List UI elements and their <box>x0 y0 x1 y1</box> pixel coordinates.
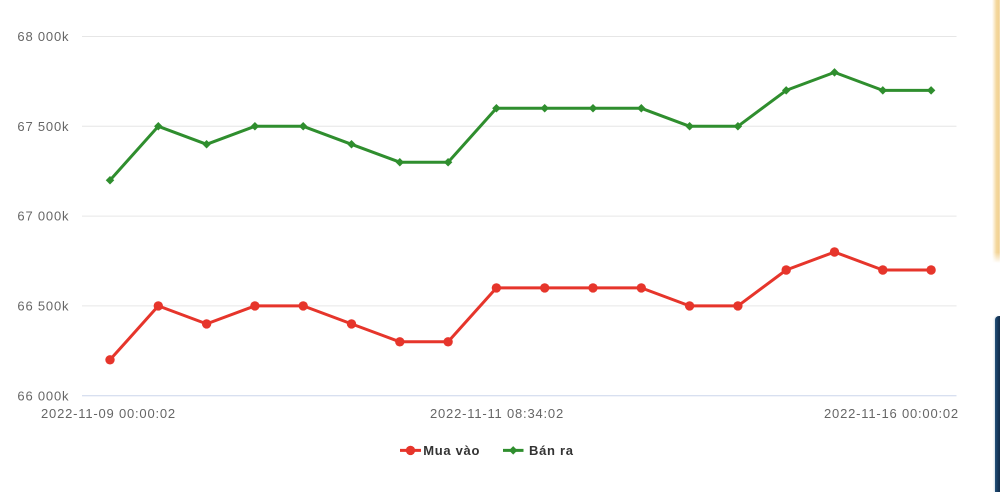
svg-text:Mua vào: Mua vào <box>423 443 480 458</box>
svg-text:66 500k: 66 500k <box>17 299 69 314</box>
svg-text:2022-11-11 08:34:02: 2022-11-11 08:34:02 <box>430 406 564 421</box>
svg-text:67 000k: 67 000k <box>17 209 69 224</box>
svg-text:2022-11-09 00:00:02: 2022-11-09 00:00:02 <box>41 406 176 421</box>
svg-text:68 000k: 68 000k <box>17 29 69 44</box>
svg-text:Bán ra: Bán ra <box>529 443 574 458</box>
svg-text:66 000k: 66 000k <box>17 388 69 403</box>
svg-text:67 500k: 67 500k <box>17 119 69 134</box>
svg-text:2022-11-16 00:00:02: 2022-11-16 00:00:02 <box>824 406 959 421</box>
